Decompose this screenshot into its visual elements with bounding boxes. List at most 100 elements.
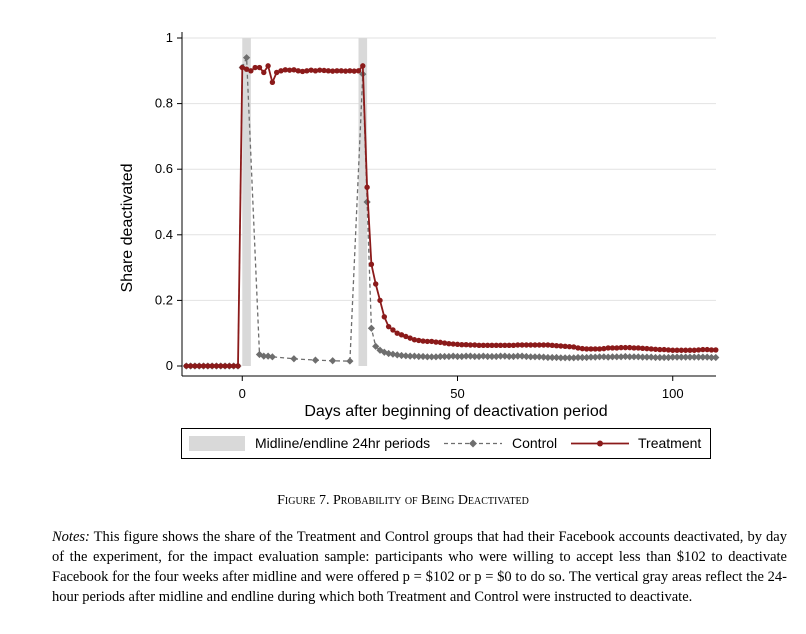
treatment-point <box>678 347 685 353</box>
legend-control-marker <box>469 439 477 448</box>
control-point <box>647 353 655 361</box>
treatment-point <box>420 338 426 344</box>
treatment-point <box>674 347 680 353</box>
treatment-point <box>480 342 487 349</box>
treatment-point <box>213 363 220 369</box>
treatment-point <box>631 345 637 351</box>
treatment-point <box>248 68 254 74</box>
treatment-point <box>187 363 194 369</box>
control-point <box>587 353 595 361</box>
control-point <box>639 353 647 361</box>
axes: 0 0.2 0.4 0.6 0.8 1 0 50 100 <box>155 30 716 401</box>
treatment-point <box>614 345 620 351</box>
treatment-point <box>269 79 276 85</box>
treatment-point <box>622 344 629 351</box>
treatment-point <box>428 338 435 345</box>
treatment-point <box>691 347 697 353</box>
deactivation-chart: 0 0.2 0.4 0.6 0.8 1 0 50 100 Share deactivated D… <box>119 30 720 459</box>
treatment-point <box>411 337 418 343</box>
treatment-point <box>209 363 215 369</box>
series-control <box>182 54 720 370</box>
control-point <box>699 353 707 361</box>
treatment-point <box>626 344 633 351</box>
treatment-point <box>261 69 267 76</box>
control-point <box>419 352 427 361</box>
control-point <box>694 353 703 361</box>
control-point <box>471 352 479 361</box>
treatment-point <box>243 66 250 72</box>
control-point <box>397 351 406 360</box>
treatment-point <box>329 68 336 74</box>
control-point <box>608 353 617 361</box>
control-point <box>578 353 586 362</box>
control-point <box>664 353 673 362</box>
x-tick-label: 100 <box>662 386 684 401</box>
control-point <box>544 353 552 362</box>
treatment-point <box>235 363 241 369</box>
treatment-point <box>648 346 654 352</box>
treatment-point <box>321 67 327 74</box>
treatment-point <box>364 184 370 190</box>
control-point <box>682 353 690 361</box>
shaded-period <box>242 38 251 366</box>
treatment-point <box>355 68 362 74</box>
treatment-point <box>295 68 301 74</box>
treatment-point <box>609 345 616 351</box>
control-point <box>570 354 578 362</box>
control-point <box>484 352 492 361</box>
treatment-point <box>545 342 551 348</box>
figure-notes: Notes: This figure shows the share of th… <box>52 527 787 607</box>
treatment-point <box>575 345 581 351</box>
control-point <box>367 324 376 332</box>
control-point <box>488 352 496 361</box>
treatment-point <box>467 342 474 348</box>
series-treatment <box>183 63 719 369</box>
treatment-point <box>713 347 719 353</box>
treatment-point <box>463 341 469 348</box>
treatment-point <box>347 68 353 74</box>
y-tick-label: 0.2 <box>155 292 173 307</box>
control-point <box>329 357 337 365</box>
control-point <box>402 352 410 360</box>
y-tick-label: 0.4 <box>155 227 173 242</box>
control-point <box>436 352 444 361</box>
control-point <box>385 349 393 358</box>
x-tick-label: 0 <box>239 386 246 401</box>
treatment-point <box>454 341 461 348</box>
treatment-point <box>200 363 207 369</box>
control-point <box>440 352 449 361</box>
treatment-point <box>394 330 400 336</box>
control-point <box>445 352 453 361</box>
control-point <box>686 353 694 361</box>
treatment-point <box>338 68 344 74</box>
treatment-point <box>644 345 650 352</box>
control-point <box>630 353 638 361</box>
control-point <box>548 353 556 362</box>
treatment-point <box>377 297 383 304</box>
control-point <box>492 352 500 361</box>
treatment-point <box>708 347 715 353</box>
treatment-point <box>657 346 663 353</box>
treatment-point <box>218 363 224 369</box>
treatment-point <box>497 342 504 349</box>
control-point <box>617 353 625 361</box>
treatment-point <box>278 68 284 74</box>
treatment-point <box>476 342 482 349</box>
control-point <box>466 352 475 360</box>
control-point <box>703 353 711 361</box>
treatment-point <box>459 341 465 348</box>
control-point <box>311 356 320 364</box>
treatment-point <box>252 64 258 71</box>
treatment-point <box>583 346 590 352</box>
control-point <box>712 353 720 362</box>
control-point <box>531 353 539 361</box>
treatment-point <box>523 342 530 348</box>
legend-treatment-marker <box>597 440 603 447</box>
control-point <box>643 353 651 361</box>
control-point <box>415 352 423 361</box>
treatment-point <box>299 68 306 75</box>
figure-caption-prefix: Figure 7. <box>277 493 333 508</box>
treatment-point <box>536 342 542 348</box>
y-tick-label: 0.8 <box>155 96 173 111</box>
treatment-point <box>230 363 237 369</box>
